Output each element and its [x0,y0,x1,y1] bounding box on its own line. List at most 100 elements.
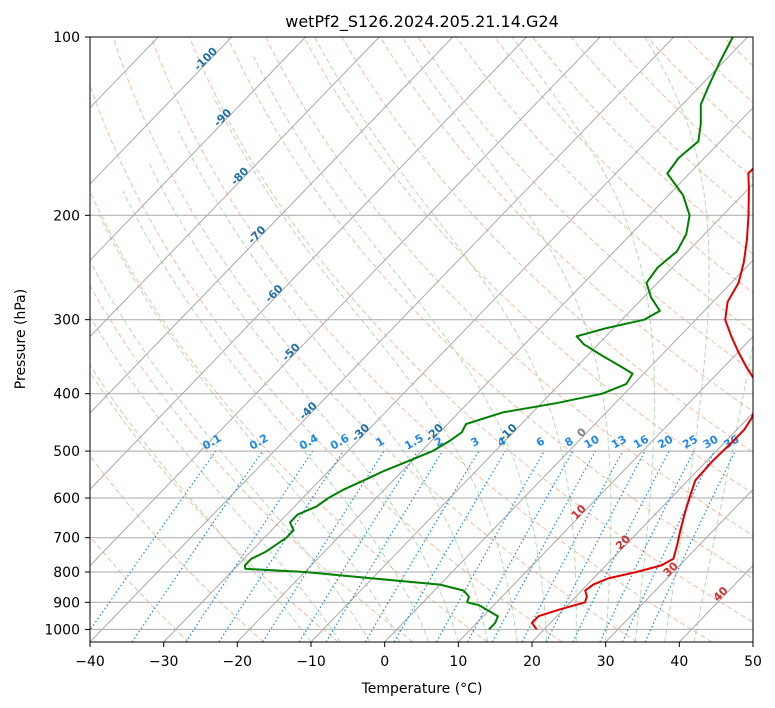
mixing-ratio-label: 0.4 [297,431,321,452]
plot-frame [89,36,754,643]
dry-adiabat-line [90,535,190,642]
y-tick-label: 500 [53,444,80,460]
dry-adiabat-label: -50 [280,340,303,363]
y-tick-label: 200 [53,208,80,224]
mixing-ratio-line [325,450,444,642]
mixing-ratio-line [262,450,385,642]
dry-adiabat-line [90,284,414,642]
moist-adiabat-line [253,56,548,642]
mixing-ratio-line [466,450,574,642]
isotherm-line [90,37,527,491]
mixing-ratio-line [364,450,480,642]
mixing-ratio-label: 3 [468,435,481,450]
x-tick-label: 10 [449,654,467,670]
dry-adiabat-line [685,37,753,104]
moist-adiabat-label: 40 [711,584,731,604]
x-tick-label: 50 [744,654,762,670]
mixing-ratio-line [218,450,344,642]
mixing-ratio-line [545,450,646,642]
dry-adiabat-line [90,454,264,642]
dry-adiabat-line [646,37,753,141]
dry-adiabat-label: -80 [228,164,251,187]
mixing-ratio-line [131,450,264,642]
mixing-ratio-label: 6 [534,434,547,449]
moist-adiabat-line [149,164,459,642]
y-axis: 100 200 300 400 500 600 700 800 900 1000 [44,30,90,638]
dry-adiabat-line [90,190,488,642]
temperature-profile-line [531,167,753,630]
mixing-ratio-line [185,450,314,642]
dry-adiabat-line [265,37,753,537]
mixing-ratio-label: 0.6 [328,431,352,452]
x-axis-label: Temperature (°C) [361,681,483,697]
isotherm-line [236,106,753,642]
moist-adiabat-line [314,37,577,642]
isotherm-line [90,37,380,338]
dry-adiabat-label: -40 [297,399,320,422]
mixing-ratio-label: 25 [680,433,700,452]
moist-adiabat-line [693,341,753,642]
dewpoint-profile-line [243,37,734,631]
isotherm-line [605,488,753,642]
x-tick-label: −30 [149,654,179,670]
y-tick-label: 400 [53,387,80,403]
mixing-ratio-line [435,450,545,642]
mixing-ratio-line [572,450,670,642]
dry-adiabat-line [90,84,563,642]
moist-adiabat-line [212,96,518,642]
x-tick-label: 20 [523,654,541,670]
dry-adiabat-line [188,37,753,623]
moist-adiabat-line [644,37,710,642]
isotherm-line [457,335,753,642]
moist-adiabat-line [177,130,489,642]
y-tick-label: 900 [53,595,80,611]
moist-adiabat-line [90,259,371,642]
mixing-ratio-label: 0.2 [247,432,270,453]
dry-adiabat-line [762,37,775,642]
chart-title: wetPf2_S126.2024.205.21.14.G24 [285,12,559,32]
moist-adiabat-label: 20 [613,532,633,552]
isotherm-line [0,37,11,642]
isotherm-line [90,37,675,642]
x-tick-label: 30 [597,654,615,670]
x-tick-label: −10 [296,654,326,670]
x-axis: −40 −30 −20 −10 0 10 20 30 40 50 [75,642,762,670]
isotherm-line [90,37,601,567]
dry-adiabat-label: -20 [423,421,446,444]
y-tick-label: 100 [53,30,80,46]
y-tick-label: 1000 [44,622,80,638]
moist-adiabat-line [90,315,341,642]
isotherm-line [531,412,753,642]
dry-adiabat-label: -30 [349,421,372,444]
mixing-ratio-label: 0.1 [200,432,223,453]
profiles [243,37,753,631]
dry-adiabat-line [341,37,753,453]
mixing-ratio-line [90,450,217,632]
isotherm-line [90,37,233,185]
dry-adiabat-line [90,371,339,642]
moist-adiabat-line [90,364,312,642]
mixing-ratio-label: 13 [609,433,629,452]
mixing-ratio-label: 16 [631,432,651,451]
moist-adiabat-line [98,215,400,642]
moist-adiabat-label: 30 [661,559,681,579]
isotherm-line [752,641,753,642]
dry-adiabat-line [303,37,753,495]
dry-adiabat-label: -60 [262,282,285,305]
dry-adiabat-line [417,37,753,373]
moist-adiabat-line [511,37,655,642]
x-tick-label: 0 [380,654,389,670]
dry-adiabat-line [723,37,753,67]
y-tick-label: 600 [53,491,80,507]
mixing-ratio-line [491,450,597,642]
mixing-ratio-line [599,450,695,642]
mixing-ratio-label: 1 [374,435,387,450]
y-tick-label: 800 [53,565,80,581]
y-tick-label: 700 [53,531,80,547]
y-axis-label: Pressure (hPa) [13,289,29,389]
y-tick-label: 300 [53,313,80,329]
dry-adiabat-label: -70 [245,223,268,246]
dry-adiabat-line [227,37,753,580]
mixing-ratio-label: 20 [656,432,676,451]
dry-adiabat-label: -100 [191,44,220,73]
